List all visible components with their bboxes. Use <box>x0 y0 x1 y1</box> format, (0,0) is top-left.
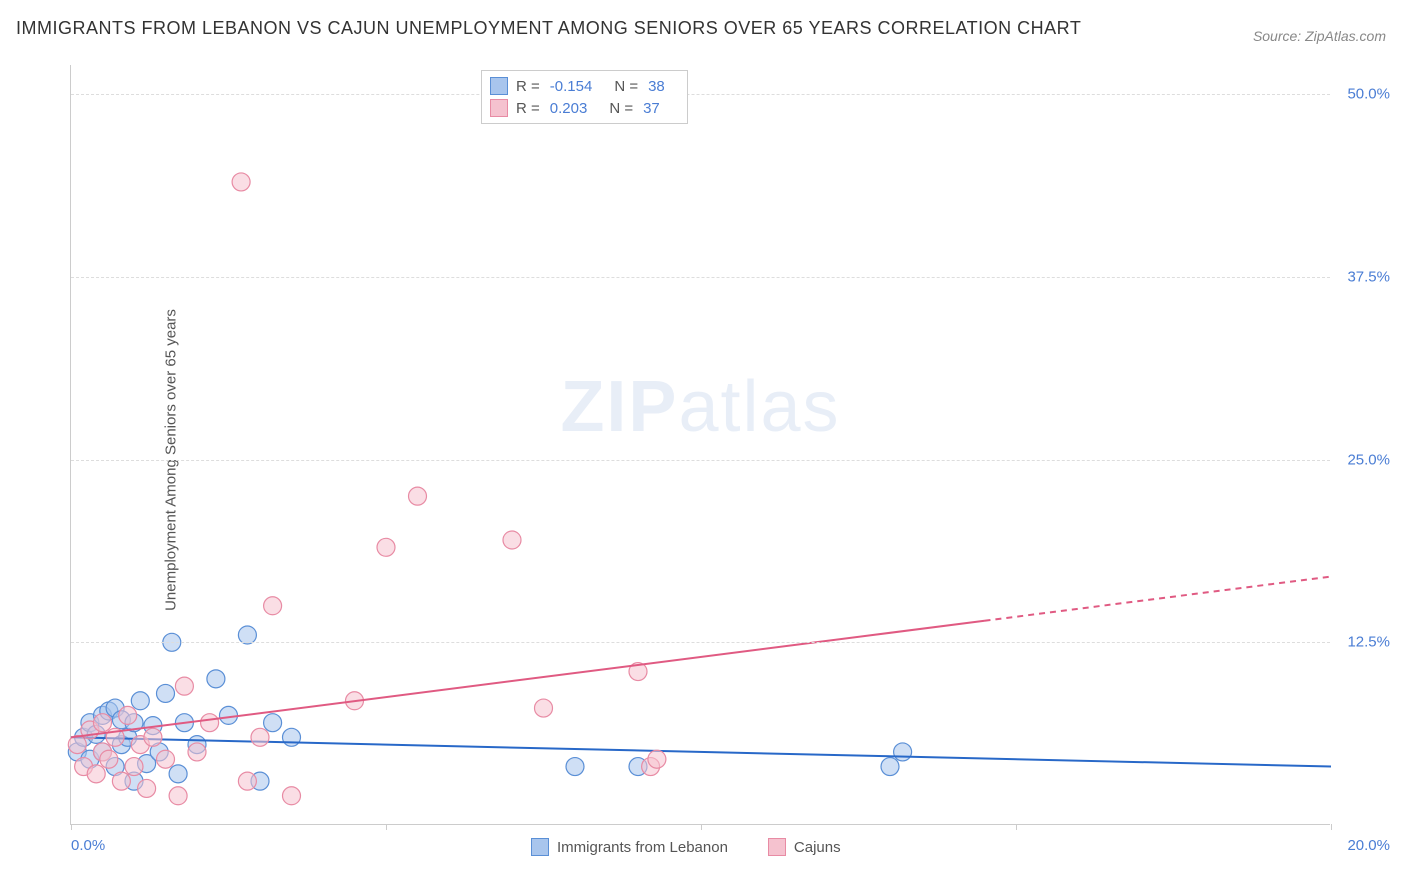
legend-correlation-box: R = -0.154 N = 38 R = 0.203 N = 37 <box>481 70 688 124</box>
data-point <box>881 758 899 776</box>
x-tick <box>386 824 387 830</box>
data-point <box>238 626 256 644</box>
legend-item-series1: Immigrants from Lebanon <box>531 838 728 856</box>
y-tick-label: 25.0% <box>1347 451 1390 468</box>
chart-title: IMMIGRANTS FROM LEBANON VS CAJUN UNEMPLO… <box>16 18 1081 39</box>
data-point <box>409 487 427 505</box>
data-point <box>535 699 553 717</box>
legend-series: Immigrants from Lebanon Cajuns <box>531 838 841 856</box>
data-point <box>169 765 187 783</box>
data-point <box>648 750 666 768</box>
chart-container: Unemployment Among Seniors over 65 years… <box>50 55 1390 865</box>
x-tick-label: 0.0% <box>71 837 105 854</box>
data-point <box>503 531 521 549</box>
x-tick <box>71 824 72 830</box>
data-point <box>894 743 912 761</box>
data-point <box>238 772 256 790</box>
data-point <box>220 706 238 724</box>
scatter-svg <box>71 65 1330 824</box>
data-point <box>144 728 162 746</box>
data-point <box>87 765 105 783</box>
legend-item-series2: Cajuns <box>768 838 841 856</box>
legend-label-series2: Cajuns <box>794 839 841 856</box>
data-point <box>264 597 282 615</box>
y-tick-label: 37.5% <box>1347 268 1390 285</box>
legend-label-series1: Immigrants from Lebanon <box>557 839 728 856</box>
data-point <box>566 758 584 776</box>
x-tick <box>1016 824 1017 830</box>
n-value-series1: 38 <box>648 78 665 95</box>
data-point <box>232 173 250 191</box>
legend-swatch-blue <box>490 77 508 95</box>
y-tick-label: 12.5% <box>1347 634 1390 651</box>
r-label: R = <box>516 100 540 117</box>
data-point <box>68 736 86 754</box>
gridline <box>71 642 1330 643</box>
data-point <box>175 677 193 695</box>
data-point <box>131 692 149 710</box>
n-value-series2: 37 <box>643 100 660 117</box>
data-point <box>169 787 187 805</box>
legend-swatch-blue <box>531 838 549 856</box>
x-tick <box>701 824 702 830</box>
data-point <box>138 779 156 797</box>
source-attribution: Source: ZipAtlas.com <box>1253 28 1386 44</box>
x-tick-label: 20.0% <box>1347 837 1390 854</box>
legend-row-series2: R = 0.203 N = 37 <box>490 97 679 119</box>
r-value-series2: 0.203 <box>550 100 588 117</box>
data-point <box>100 750 118 768</box>
plot-area: ZIPatlas R = -0.154 N = 38 R = 0.203 N =… <box>70 65 1330 825</box>
n-label: N = <box>609 100 633 117</box>
x-tick <box>1331 824 1332 830</box>
data-point <box>283 728 301 746</box>
data-point <box>264 714 282 732</box>
data-point <box>94 714 112 732</box>
gridline <box>71 460 1330 461</box>
data-point <box>119 706 137 724</box>
r-label: R = <box>516 78 540 95</box>
data-point <box>283 787 301 805</box>
data-point <box>201 714 219 732</box>
data-point <box>188 743 206 761</box>
data-point <box>251 728 269 746</box>
gridline <box>71 94 1330 95</box>
data-point <box>377 538 395 556</box>
data-point <box>157 750 175 768</box>
legend-row-series1: R = -0.154 N = 38 <box>490 75 679 97</box>
gridline <box>71 277 1330 278</box>
regression-line-extrapolated <box>985 577 1332 621</box>
legend-swatch-pink <box>768 838 786 856</box>
legend-swatch-pink <box>490 99 508 117</box>
y-tick-label: 50.0% <box>1347 86 1390 103</box>
data-point <box>112 772 130 790</box>
data-point <box>125 758 143 776</box>
r-value-series1: -0.154 <box>550 78 593 95</box>
data-point <box>207 670 225 688</box>
n-label: N = <box>614 78 638 95</box>
data-point <box>157 684 175 702</box>
